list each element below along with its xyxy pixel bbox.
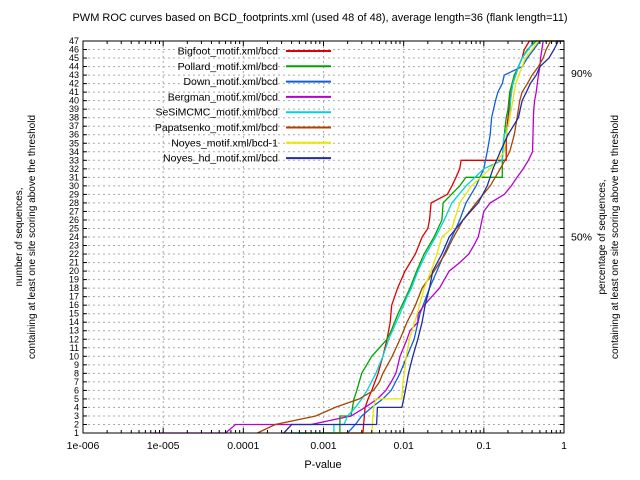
y-tick-label: 23 (69, 241, 79, 251)
x-tick-labels: 1e-006 1e-005 0.0001 0.001 0.01 0.1 1 (67, 440, 567, 452)
y-tick-label: 5 (74, 394, 79, 404)
y-tick-label: 46 (69, 45, 79, 55)
roc-curves (150, 40, 564, 434)
legend-item: Papatsenko_motif.xml/bcd (155, 122, 331, 134)
legend-label: Papatsenko_motif.xml/bcd (155, 122, 278, 134)
legend-label: Bigfoot_motif.xml/bcd (178, 46, 279, 58)
plot-frame (82, 40, 565, 434)
roc-curve-8 (283, 40, 564, 434)
y-tick-label: 26 (69, 215, 79, 225)
y-tick-label: 43 (69, 70, 79, 80)
y-tick-labels-left: 1234567891011121314151617181920212223242… (69, 36, 79, 438)
y-tick-label: 42 (69, 79, 79, 89)
legend-item: Noyes_motif.xml/bcd-1 (171, 137, 331, 149)
y-tick-label: 17 (69, 292, 79, 302)
y-tick-label: 15 (69, 309, 79, 319)
x-axis-label: P-value (304, 459, 341, 471)
y-tick-label: 45 (69, 53, 79, 63)
y-tick-label: 31 (69, 172, 79, 182)
y-tick-label: 41 (69, 87, 79, 97)
x-tick-label: 1e-006 (67, 440, 100, 452)
y-tick-label: 28 (69, 198, 79, 208)
y-tick-label: 6 (74, 385, 79, 395)
chart-title: PWM ROC curves based on BCD_footprints.x… (72, 12, 567, 24)
y-tick-labels-right: 90% 50% (571, 68, 592, 244)
x-tick-label: 0.001 (310, 440, 336, 452)
y-tick-label: 11 (70, 343, 79, 353)
y-tick-label: 25 (69, 223, 79, 233)
y-tick-label: 47 (69, 36, 79, 46)
y-axis-label-left-line2: containing at least one site scoring abo… (27, 115, 38, 359)
legend-label: Noyes_motif.xml/bcd-1 (171, 137, 278, 149)
legend-item: Bigfoot_motif.xml/bcd (178, 46, 331, 58)
y-axis-label-right-line2: containing at least one site scoring abo… (610, 115, 621, 359)
y-tick-label: 36 (69, 130, 79, 140)
y-axis-label-right-line1: percentage of sequences, (597, 179, 608, 294)
y-tick-label: 13 (69, 326, 79, 336)
y-tick-label: 2 (74, 419, 79, 429)
y-tick-label: 39 (69, 104, 79, 114)
roc-curve-7 (305, 40, 564, 434)
y-tick-label: 8 (74, 368, 79, 378)
x-tick-label: 1 (561, 440, 567, 452)
gridlines (83, 41, 564, 433)
legend-item: Bergman_motif.xml/bcd (168, 91, 331, 103)
y-tick-label: 16 (69, 300, 79, 310)
legend-label: Pollard_motif.xml/bcd (178, 61, 279, 73)
legend-label: Noyes_hd_motif.xml/bcd (163, 153, 278, 165)
roc-curve-5 (281, 40, 564, 434)
roc-curve-4 (150, 40, 564, 434)
y-tick-label: 21 (69, 258, 79, 268)
y-tick-label: 19 (69, 275, 79, 285)
y-tick-label: 29 (69, 189, 79, 199)
legend-item: SeSiMCMC_motif.xml/bcd (155, 107, 331, 119)
y-tick-label: 44 (69, 62, 79, 72)
y-tick-label: 35 (69, 138, 79, 148)
y-tick-label: 30 (69, 181, 79, 191)
x-tick-label: 0.01 (393, 440, 414, 452)
legend-label: Down_motif.xml/bcd (183, 76, 278, 88)
y-tick-label: 14 (69, 317, 79, 327)
y-tick-label: 32 (69, 164, 79, 174)
y-tick-label: 4 (74, 402, 79, 412)
y-tick-label: 22 (69, 249, 79, 259)
y-tick-label: 27 (69, 206, 79, 216)
x-tick-label: 0.1 (477, 440, 492, 452)
y-tick-label: 18 (69, 283, 79, 293)
roc-curve-6 (257, 40, 564, 434)
legend: Bigfoot_motif.xml/bcd Pollard_motif.xml/b… (155, 46, 331, 165)
y-tick-label: 38 (69, 113, 79, 123)
y-tick-label: 33 (69, 155, 79, 165)
y-tick-label: 34 (69, 147, 79, 157)
y-tick-label: 24 (69, 232, 79, 242)
y-tick-label: 40 (69, 96, 79, 106)
x-tick-label: 1e-005 (147, 440, 180, 452)
legend-label: SeSiMCMC_motif.xml/bcd (155, 107, 278, 119)
y-tick-label: 20 (69, 266, 79, 276)
legend-item: Down_motif.xml/bcd (183, 76, 331, 88)
y-tick-label: 3 (74, 411, 79, 421)
legend-item: Noyes_hd_motif.xml/bcd (163, 153, 331, 165)
roc-curve-2 (291, 40, 564, 434)
pct-tick-label: 90% (571, 68, 592, 80)
y-tick-label: 7 (74, 377, 79, 387)
legend-label: Bergman_motif.xml/bcd (168, 91, 278, 103)
y-tick-label: 10 (69, 351, 79, 361)
y-tick-label: 12 (69, 334, 79, 344)
x-tick-label: 0.0001 (227, 440, 259, 452)
y-tick-label: 9 (74, 360, 79, 370)
y-tick-label: 37 (69, 121, 79, 131)
legend-item: Pollard_motif.xml/bcd (178, 61, 331, 73)
pct-tick-label: 50% (571, 232, 592, 244)
y-tick-label: 1 (74, 428, 79, 438)
y-axis-label-left-line1: number of sequences, (14, 188, 25, 287)
